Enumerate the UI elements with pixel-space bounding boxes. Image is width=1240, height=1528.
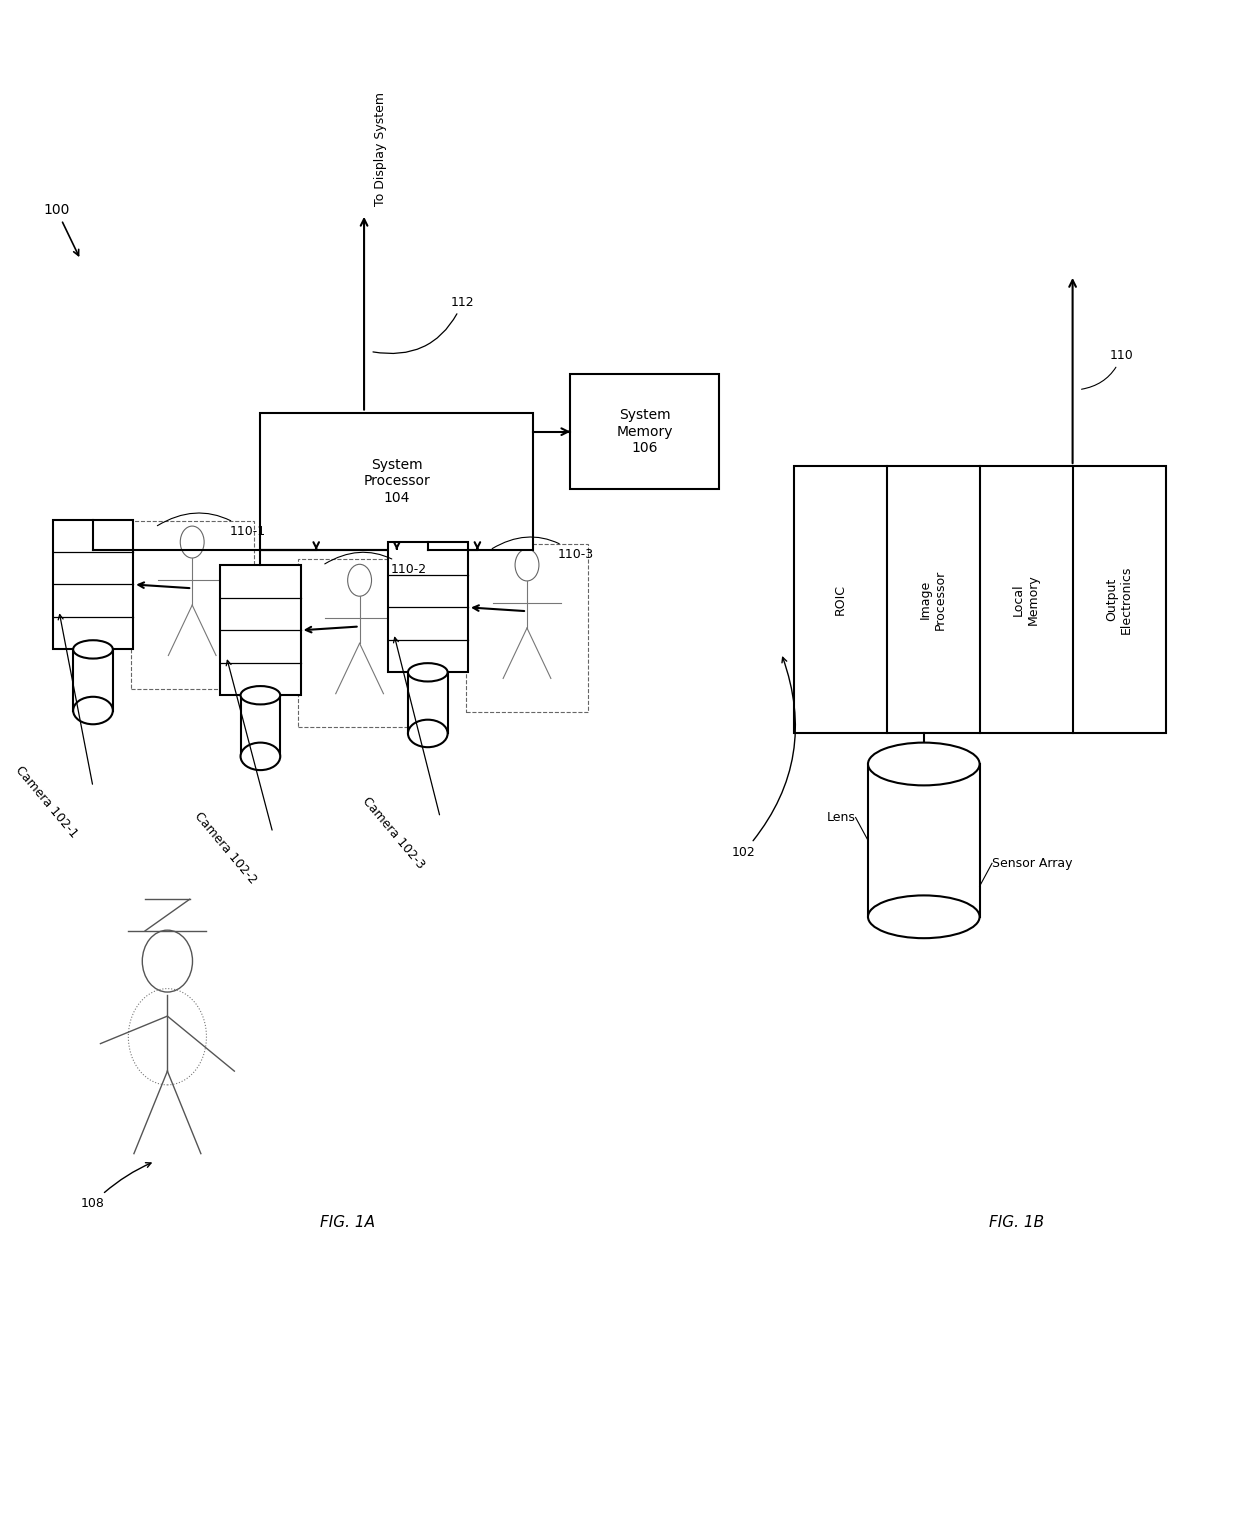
Bar	[73, 649, 113, 711]
Text: Camera 102-3: Camera 102-3	[360, 795, 427, 871]
Text: 110-3: 110-3	[492, 536, 594, 561]
Text: ROIC: ROIC	[833, 584, 847, 616]
Bar	[131, 521, 254, 689]
Text: 108: 108	[81, 1163, 151, 1210]
Text: Output
Electronics: Output Electronics	[1105, 565, 1133, 634]
Text: 110-2: 110-2	[325, 552, 427, 576]
Bar	[570, 374, 719, 489]
Text: Local
Memory: Local Memory	[1012, 575, 1040, 625]
Text: FIG. 1B: FIG. 1B	[990, 1215, 1044, 1230]
Text: Camera 102-2: Camera 102-2	[192, 810, 259, 886]
Ellipse shape	[868, 743, 980, 785]
Text: Lens: Lens	[827, 811, 856, 824]
Bar	[221, 565, 300, 695]
Text: Sensor Array: Sensor Array	[992, 857, 1073, 869]
Ellipse shape	[408, 720, 448, 747]
Ellipse shape	[73, 697, 113, 724]
Text: 100: 100	[43, 203, 78, 255]
Bar	[241, 695, 280, 756]
Text: 112: 112	[373, 295, 475, 353]
Bar	[408, 672, 448, 733]
Bar	[466, 544, 588, 712]
Text: FIG. 1A: FIG. 1A	[320, 1215, 374, 1230]
Bar	[52, 520, 134, 649]
Ellipse shape	[241, 743, 280, 770]
Text: System
Processor
104: System Processor 104	[363, 458, 430, 504]
Text: 110-1: 110-1	[157, 513, 265, 538]
Text: 110: 110	[1081, 348, 1133, 390]
Bar	[298, 559, 422, 727]
Text: System
Memory
106: System Memory 106	[616, 408, 673, 455]
Ellipse shape	[241, 686, 280, 704]
Text: 102: 102	[732, 657, 795, 859]
Bar	[260, 413, 533, 550]
Text: Camera 102-1: Camera 102-1	[12, 764, 79, 840]
Text: Image
Processor: Image Processor	[919, 570, 947, 630]
Bar	[794, 466, 1166, 733]
Ellipse shape	[408, 663, 448, 681]
Ellipse shape	[73, 640, 113, 659]
Bar	[387, 542, 469, 672]
Ellipse shape	[868, 895, 980, 938]
Text: To Display System: To Display System	[374, 92, 387, 206]
Bar	[868, 764, 980, 917]
